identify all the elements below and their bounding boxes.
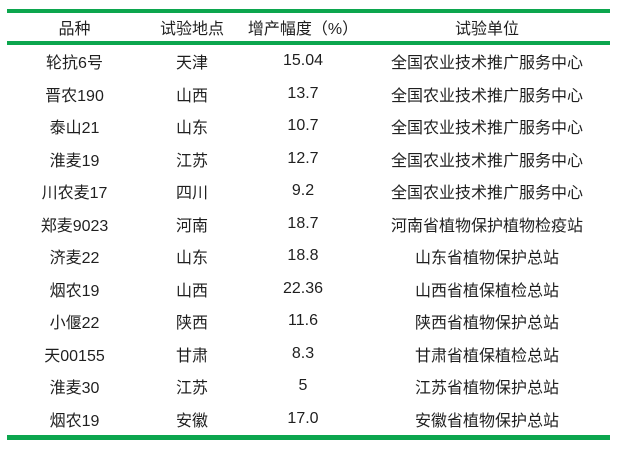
table-row: 小偃22 陕西 11.6 陕西省植物保护总站 <box>7 305 610 338</box>
table-row: 川农麦17 四川 9.2 全国农业技术推广服务中心 <box>7 175 610 208</box>
table-cell: 全国农业技术推广服务中心 <box>390 87 583 105</box>
table-cell: 烟农19 <box>49 282 100 300</box>
table-cell: 15.04 <box>282 52 324 70</box>
wheat-trial-results-table: 品种 试验地点 增产幅度（%） 试验单位 轮抗6号 天津 15.04 全国农业技术推广… <box>7 9 610 440</box>
table-cell: 山东 <box>175 120 208 138</box>
table-cell: 河南省植物保护植物检疫站 <box>390 217 583 235</box>
table-row: 天00155 甘肃 8.3 甘肃省植保植检总站 <box>7 338 610 371</box>
table-cell: 13.7 <box>287 84 319 102</box>
table-cell: 天津 <box>175 55 208 73</box>
table-cell: 全国农业技术推广服务中心 <box>390 120 583 138</box>
table-cell: 全国农业技术推广服务中心 <box>390 185 583 203</box>
table-cell: 江苏 <box>175 152 208 170</box>
table-cell: 山西 <box>175 87 208 105</box>
table-cell: 淮麦30 <box>49 380 100 398</box>
table-cell: 泰山21 <box>49 120 100 138</box>
table-cell: 8.3 <box>291 344 315 362</box>
table-cell: 晋农190 <box>45 87 104 105</box>
table-cell: 11.6 <box>288 312 318 330</box>
table-cell: 甘肃省植保植检总站 <box>414 347 559 365</box>
table-cell: 轮抗6号 <box>46 55 103 73</box>
table-row: 烟农19 安徽 17.0 安徽省植物保护总站 <box>7 403 610 438</box>
table-row: 郑麦9023 河南 18.7 河南省植物保护植物检疫站 <box>7 208 610 241</box>
table-cell: 全国农业技术推广服务中心 <box>390 152 583 170</box>
table-body: 轮抗6号 天津 15.04 全国农业技术推广服务中心 晋农190 山西 13.7 全国农业技术… <box>7 43 610 438</box>
table-row: 淮麦19 江苏 12.7 全国农业技术推广服务中心 <box>7 143 610 176</box>
table-cell: 天00155 <box>44 347 105 365</box>
table-cell: 河南 <box>175 217 208 235</box>
table-cell: 山西 <box>175 282 208 300</box>
col-header-trial-location: 试验地点 <box>142 11 242 45</box>
table-cell: 18.7 <box>287 214 319 232</box>
table-cell: 22.36 <box>282 279 324 297</box>
table-cell: 四川 <box>175 185 208 203</box>
table-cell: 山西省植保植检总站 <box>414 282 559 300</box>
table-header: 品种 试验地点 增产幅度（%） 试验单位 <box>7 11 610 45</box>
col-header-yield-increase: 增产幅度（%） <box>242 11 364 45</box>
table-cell: 5 <box>298 377 308 395</box>
table-cell: 陕西 <box>175 315 208 333</box>
col-header-variety: 品种 <box>7 11 142 45</box>
table-cell: 山东省植物保护总站 <box>414 250 559 268</box>
table-cell: 9.2 <box>291 182 315 200</box>
table-cell: 安徽省植物保护总站 <box>414 412 559 430</box>
table-cell: 18.8 <box>287 247 319 265</box>
table-cell: 甘肃 <box>175 347 208 365</box>
table-row: 轮抗6号 天津 15.04 全国农业技术推广服务中心 <box>7 43 610 78</box>
table-cell: 江苏省植物保护总站 <box>414 380 559 398</box>
table-row: 泰山21 山东 10.7 全国农业技术推广服务中心 <box>7 110 610 143</box>
table-cell: 12.7 <box>287 149 319 167</box>
table-cell: 安徽 <box>175 412 208 430</box>
table-cell: 济麦22 <box>49 250 100 268</box>
table-cell: 郑麦9023 <box>40 217 109 235</box>
table-cell: 陕西省植物保护总站 <box>414 315 559 333</box>
table-row: 济麦22 山东 18.8 山东省植物保护总站 <box>7 240 610 273</box>
table-cell: 淮麦19 <box>49 152 100 170</box>
table-row: 淮麦30 江苏 5 江苏省植物保护总站 <box>7 370 610 403</box>
col-header-trial-unit: 试验单位 <box>364 11 610 45</box>
table-cell: 小偃22 <box>49 315 100 333</box>
table-cell: 川农麦17 <box>41 185 108 203</box>
table-row: 晋农190 山西 13.7 全国农业技术推广服务中心 <box>7 78 610 111</box>
table-cell: 山东 <box>175 250 208 268</box>
table-cell: 10.7 <box>287 117 319 135</box>
table-row: 烟农19 山西 22.36 山西省植保植检总站 <box>7 273 610 306</box>
table-cell: 全国农业技术推广服务中心 <box>390 55 583 73</box>
header-row: 品种 试验地点 增产幅度（%） 试验单位 <box>7 11 610 45</box>
table-cell: 烟农19 <box>49 412 100 430</box>
table-cell: 17.0 <box>287 409 319 427</box>
table-cell: 江苏 <box>175 380 208 398</box>
